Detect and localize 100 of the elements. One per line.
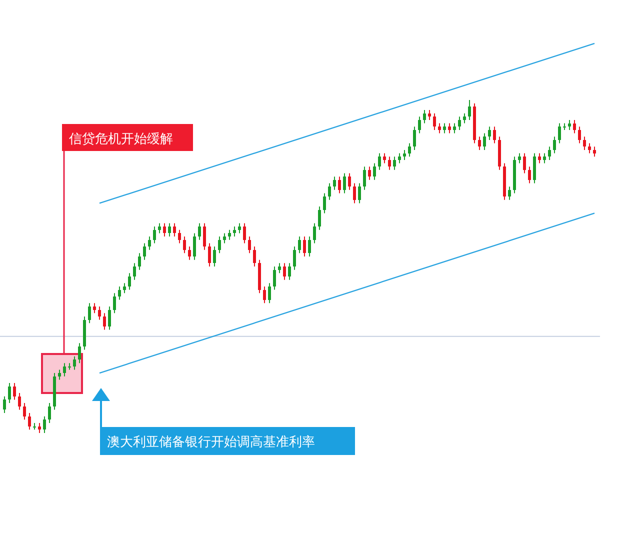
candlestick	[103, 312, 106, 330]
candlestick	[173, 222, 176, 238]
candlestick	[13, 382, 16, 400]
candlestick	[433, 112, 436, 130]
candlestick	[253, 246, 256, 267]
candlestick	[343, 172, 346, 194]
candlestick	[558, 122, 561, 144]
candlestick	[518, 152, 521, 164]
candlestick	[158, 222, 161, 234]
candlestick	[568, 119, 571, 130]
candlestick	[93, 302, 96, 314]
candlestick	[133, 262, 136, 280]
candlestick	[23, 402, 26, 420]
candlestick	[78, 342, 81, 364]
candlestick	[553, 136, 556, 154]
candlestick	[263, 286, 266, 304]
candlestick	[113, 292, 116, 314]
candlestick	[528, 166, 531, 184]
candlestick	[458, 116, 461, 130]
candlestick	[523, 152, 526, 174]
candlestick	[338, 176, 341, 194]
candlestick	[448, 122, 451, 134]
candlestick	[118, 286, 121, 300]
candlestick	[323, 192, 326, 214]
candlestick	[123, 282, 126, 294]
candlestick	[353, 182, 356, 204]
candlestick	[3, 396, 6, 414]
candlestick	[18, 392, 21, 410]
candlestick	[88, 302, 91, 324]
candlestick	[378, 152, 381, 170]
candlestick	[478, 136, 481, 150]
candlestick	[328, 182, 331, 200]
candlestick	[278, 262, 281, 274]
candlestick	[438, 122, 441, 134]
candlestick	[318, 206, 321, 230]
candlestick	[593, 146, 596, 158]
candlestick	[138, 252, 141, 270]
candlestick	[43, 416, 46, 434]
candlestick	[443, 122, 446, 134]
candlestick	[208, 242, 211, 267]
candlestick	[73, 356, 76, 370]
candlestick	[548, 146, 551, 160]
candlestick	[218, 236, 221, 254]
candlestick	[393, 156, 396, 170]
candlestick	[233, 226, 236, 238]
candlestick	[288, 262, 291, 280]
candlestick	[98, 306, 101, 320]
candlestick	[8, 382, 11, 404]
candlestick	[413, 126, 416, 150]
candlestick	[193, 232, 196, 260]
candlestick	[383, 152, 386, 164]
candlestick	[148, 236, 151, 250]
candlestick	[298, 236, 301, 254]
candlestick	[213, 246, 216, 267]
candlestick	[268, 282, 271, 304]
candlestick	[223, 232, 226, 244]
candlestick	[183, 236, 186, 254]
candlestick	[403, 149, 406, 160]
candlestick	[408, 142, 411, 158]
candlestick	[368, 166, 371, 180]
candlestick	[468, 100, 471, 120]
candlestick	[533, 152, 536, 184]
candlestick	[373, 162, 376, 180]
candlestick	[283, 262, 286, 280]
candlestick	[583, 136, 586, 150]
candlestick	[453, 122, 456, 134]
candlestick	[333, 176, 336, 190]
annotation: 信贷危机开始缓解	[69, 132, 173, 147]
candlestick	[363, 166, 366, 190]
candlestick	[508, 186, 511, 200]
candlestick	[243, 222, 246, 244]
candlestick	[358, 182, 361, 204]
candlestick	[63, 362, 66, 377]
candlestick	[303, 236, 306, 258]
candlestick	[463, 112, 466, 124]
candlestick	[573, 119, 576, 134]
candlestick	[188, 246, 191, 260]
candlestick	[143, 242, 146, 260]
text: 澳大利亚储备银行开始调高基准利率	[107, 434, 315, 450]
candlestick	[228, 229, 231, 240]
candlestick	[578, 126, 581, 144]
candlestick	[588, 142, 591, 154]
candlestick	[348, 172, 351, 190]
candlestick	[153, 226, 156, 244]
candlestick	[168, 222, 171, 238]
candlestick	[163, 222, 166, 238]
candlestick	[238, 222, 241, 234]
candlestick	[543, 152, 546, 164]
candlestick	[128, 272, 131, 290]
candlestick	[28, 412, 31, 430]
candlestick	[388, 156, 391, 170]
candlestick	[313, 222, 316, 244]
candlestick	[398, 152, 401, 164]
candlestick	[178, 229, 181, 244]
candlestick	[538, 152, 541, 164]
candlestick	[38, 422, 41, 434]
candlestick	[58, 369, 61, 380]
candlestick	[308, 236, 311, 258]
candlestick	[108, 306, 111, 330]
candlestick	[203, 222, 206, 250]
